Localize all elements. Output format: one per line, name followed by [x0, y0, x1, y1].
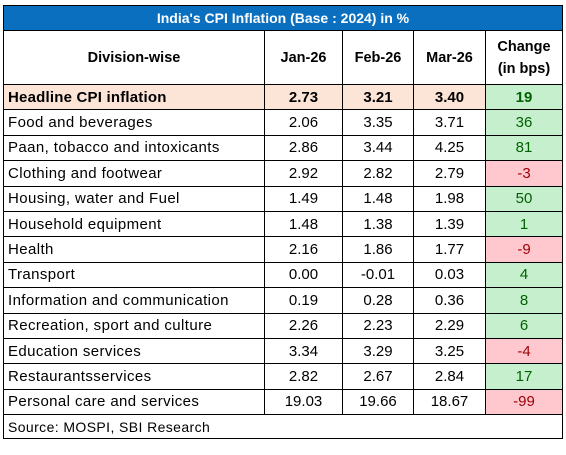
jan-value-cell: 2.26: [264, 312, 343, 339]
mar-value-cell: 2.84: [413, 363, 486, 390]
feb-value-cell: 3.21: [342, 83, 414, 111]
division-name-cell: Food and beverages: [3, 109, 265, 136]
mar-value-cell: 1.98: [413, 185, 486, 212]
table-row: Clothing and footwear 2.92 2.82 2.79 -3: [3, 160, 563, 187]
jan-value-cell: 2.92: [264, 160, 343, 187]
header-row: Division-wise Jan-26 Feb-26 Mar-26 Chang…: [3, 30, 563, 85]
table-row: Food and beverages 2.06 3.35 3.71 36: [3, 109, 563, 136]
table-row: Housing, water and Fuel 1.49 1.48 1.98 50: [3, 185, 563, 212]
change-value-cell: 36: [485, 109, 563, 136]
feb-value-cell: 3.35: [342, 109, 414, 136]
division-name-cell: Household equipment: [3, 210, 265, 238]
mar-value-cell: 3.40: [413, 83, 486, 111]
change-value-cell: -99: [485, 388, 563, 416]
feb-value-cell: 2.67: [342, 363, 414, 390]
headline-row: Headline CPI inflation 2.73 3.21 3.40 19: [3, 83, 563, 111]
jan-value-cell: 2.82: [264, 363, 343, 390]
header-change-line1: Change: [497, 38, 551, 55]
division-name-cell: Personal care and services: [3, 388, 265, 416]
jan-value-cell: 0.19: [264, 287, 343, 314]
feb-value-cell: 1.86: [342, 236, 414, 263]
feb-value-cell: -0.01: [342, 261, 414, 289]
mar-value-cell: 2.29: [413, 312, 486, 339]
table-row: Household equipment 1.48 1.38 1.39 1: [3, 210, 563, 238]
mar-value-cell: 1.39: [413, 210, 486, 238]
table-row: Transport 0.00 -0.01 0.03 4: [3, 261, 563, 289]
table-row: Information and communication 0.19 0.28 0.3…: [3, 287, 563, 314]
jan-value-cell: 2.73: [264, 83, 343, 111]
mar-value-cell: 2.79: [413, 160, 486, 187]
mar-value-cell: 18.67: [413, 388, 486, 416]
jan-value-cell: 3.34: [264, 337, 343, 365]
jan-value-cell: 0.00: [264, 261, 343, 289]
table-row: Restaurantsservices 2.82 2.67 2.84 17: [3, 363, 563, 390]
source-row: Source: MOSPI, SBI Research: [3, 414, 563, 440]
division-name-cell: Education services: [3, 337, 265, 365]
mar-value-cell: 4.25: [413, 134, 486, 162]
change-value-cell: 81: [485, 134, 563, 162]
title-row: India's CPI Inflation (Base : 2024) in %: [3, 5, 563, 31]
feb-value-cell: 0.28: [342, 287, 414, 314]
table-row: Recreation, sport and culture 2.26 2.23 2.2…: [3, 312, 563, 339]
feb-value-cell: 19.66: [342, 388, 414, 416]
change-value-cell: -9: [485, 236, 563, 263]
feb-value-cell: 2.82: [342, 160, 414, 187]
header-division: Division-wise: [3, 30, 265, 85]
jan-value-cell: 1.48: [264, 210, 343, 238]
jan-value-cell: 2.06: [264, 109, 343, 136]
mar-value-cell: 0.03: [413, 261, 486, 289]
change-value-cell: -4: [485, 337, 563, 365]
division-name-cell: Information and communication: [3, 287, 265, 314]
feb-value-cell: 1.48: [342, 185, 414, 212]
change-value-cell: 19: [485, 83, 563, 111]
mar-value-cell: 0.36: [413, 287, 486, 314]
mar-value-cell: 3.71: [413, 109, 486, 136]
feb-value-cell: 3.44: [342, 134, 414, 162]
cpi-inflation-table: India's CPI Inflation (Base : 2024) in %…: [3, 5, 563, 440]
header-change: Change (in bps): [485, 30, 563, 85]
feb-value-cell: 1.38: [342, 210, 414, 238]
change-value-cell: 6: [485, 312, 563, 339]
header-feb: Feb-26: [342, 30, 414, 85]
division-name-cell: Transport: [3, 261, 265, 289]
table-row: Education services 3.34 3.29 3.25 -4: [3, 337, 563, 365]
division-name-cell: Headline CPI inflation: [3, 83, 265, 111]
change-value-cell: 4: [485, 261, 563, 289]
header-mar: Mar-26: [413, 30, 486, 85]
jan-value-cell: 1.49: [264, 185, 343, 212]
change-value-cell: 8: [485, 287, 563, 314]
feb-value-cell: 2.23: [342, 312, 414, 339]
source-note: Source: MOSPI, SBI Research: [3, 414, 563, 440]
division-name-cell: Recreation, sport and culture: [3, 312, 265, 339]
change-value-cell: -3: [485, 160, 563, 187]
mar-value-cell: 1.77: [413, 236, 486, 263]
header-change-line2: (in bps): [497, 60, 551, 77]
table-title: India's CPI Inflation (Base : 2024) in %: [3, 5, 563, 31]
division-name-cell: Restaurantsservices: [3, 363, 265, 390]
table-body: Headline CPI inflation 2.73 3.21 3.40 19 Food…: [3, 83, 563, 416]
table-row: Health 2.16 1.86 1.77 -9: [3, 236, 563, 263]
table-row: Personal care and services 19.03 19.66 18.6…: [3, 388, 563, 416]
division-name-cell: Clothing and footwear: [3, 160, 265, 187]
change-value-cell: 1: [485, 210, 563, 238]
table-row: Paan, tobacco and intoxicants 2.86 3.44 4.2…: [3, 134, 563, 162]
jan-value-cell: 2.86: [264, 134, 343, 162]
feb-value-cell: 3.29: [342, 337, 414, 365]
division-name-cell: Paan, tobacco and intoxicants: [3, 134, 265, 162]
mar-value-cell: 3.25: [413, 337, 486, 365]
jan-value-cell: 19.03: [264, 388, 343, 416]
change-value-cell: 50: [485, 185, 563, 212]
change-value-cell: 17: [485, 363, 563, 390]
division-name-cell: Housing, water and Fuel: [3, 185, 265, 212]
division-name-cell: Health: [3, 236, 265, 263]
header-jan: Jan-26: [264, 30, 343, 85]
jan-value-cell: 2.16: [264, 236, 343, 263]
